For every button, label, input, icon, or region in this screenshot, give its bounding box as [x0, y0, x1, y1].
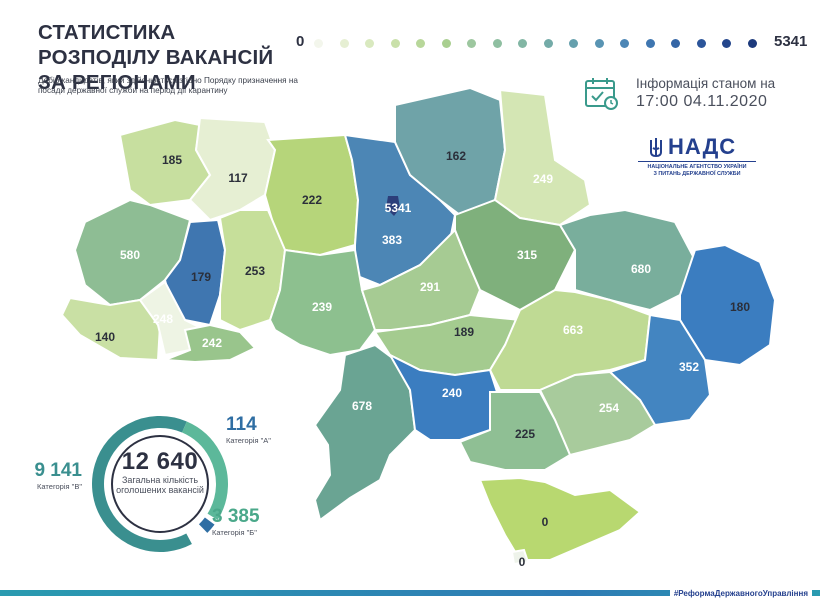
category-v-value: 9 141: [34, 460, 82, 481]
scale-dot: [339, 39, 349, 48]
scale-dot: [645, 39, 655, 48]
category-b-label: Категорія "Б": [212, 528, 257, 537]
scale-dot: [594, 39, 604, 48]
region-label-rivne: 117: [228, 171, 248, 185]
scale-dot: [671, 39, 680, 48]
region-label-mykolaiv: 240: [441, 386, 463, 400]
scale-dot: [441, 39, 451, 48]
region-zakarpattia[interactable]: [60, 296, 162, 362]
region-label-cherkasy: 291: [419, 280, 441, 294]
scale-dot: [747, 39, 757, 48]
scale-dot: [365, 39, 374, 48]
vacancy-ring-chart: [91, 416, 228, 552]
calendar-check-icon: [585, 78, 618, 110]
total-vacancies: 12 640: [121, 448, 199, 475]
category-a-label: Категорія "А": [226, 436, 271, 445]
region-label-luhansk: 180: [729, 300, 751, 314]
logo-line-2: З ПИТАНЬ ДЕРЖАВНОЇ СЛУЖБИ: [653, 171, 741, 177]
page-title: СТАТИСТИКА РОЗПОДІЛУ ВАКАНСІЙ ЗА РЕГІОНА…: [38, 21, 274, 94]
trident-icon: [650, 138, 662, 158]
region-label-ivano-frankivsk: 248: [152, 312, 174, 326]
logo-line-1: НАЦІОНАЛЬНЕ АГЕНТСТВО УКРАЇНИ: [647, 164, 747, 170]
info-date: 17:00 04.11.2020: [636, 93, 768, 110]
region-kherson[interactable]: [458, 391, 572, 471]
category-v-label: Категорія "В": [37, 482, 82, 491]
region-label-kirovohrad: 189: [453, 325, 475, 339]
color-scale-legend: 0 5341: [296, 33, 816, 55]
region-sumy[interactable]: [493, 88, 592, 227]
scale-dot: [390, 39, 400, 48]
scale-dot: [569, 39, 578, 48]
region-chernivtsi[interactable]: [164, 323, 257, 364]
scale-dot: [543, 39, 553, 48]
region-label-poltava: 315: [516, 248, 538, 262]
region-label-khmelnytskyi: 253: [244, 264, 266, 278]
region-label-sevastopol: 0: [518, 555, 526, 569]
category-b-value: 3 385: [212, 506, 260, 527]
scale-min-label: 0: [296, 33, 305, 50]
region-label-ternopil: 179: [190, 270, 212, 284]
logo-divider: [638, 161, 756, 162]
region-sevastopol[interactable]: [510, 548, 530, 566]
category-b: 3 385 Категорія "Б": [212, 506, 260, 537]
kyiv-city-marker[interactable]: [386, 196, 400, 216]
scale-dot: [518, 39, 527, 48]
region-donetsk[interactable]: [608, 313, 712, 427]
category-v: 9 141 Категорія "В": [30, 460, 82, 491]
region-label-donetsk: 352: [678, 360, 700, 374]
region-label-vinnytsia: 239: [311, 300, 333, 314]
scale-dot: [314, 39, 323, 48]
scale-dot: [722, 39, 731, 48]
category-a: 114 Категорія "А": [226, 414, 271, 445]
region-label-crimea: 0: [541, 515, 549, 529]
logo-name: НАДС: [668, 134, 737, 159]
region-label-zhytomyr: 222: [301, 193, 323, 207]
footer-hashtag[interactable]: #РеформаДержавногоУправління: [669, 588, 812, 600]
region-label-chernihiv: 162: [445, 149, 467, 163]
category-a-value: 114: [226, 414, 257, 435]
region-label-kyiv-city: 5341: [384, 201, 412, 215]
total-vacancies-caption: Загальна кількість оголошених вакансій: [116, 475, 204, 495]
scale-max-label: 5341: [774, 33, 808, 50]
scale-dot: [492, 39, 502, 48]
region-label-kharkiv: 680: [630, 262, 652, 276]
scale-dot: [467, 39, 476, 48]
region-label-odesa: 678: [351, 399, 373, 413]
region-label-kyiv: 383: [381, 233, 403, 247]
region-luhansk[interactable]: [679, 243, 777, 367]
footer-bar: [0, 590, 820, 596]
region-label-volyn: 185: [161, 153, 183, 167]
region-label-dnipro: 663: [562, 323, 584, 337]
region-label-zaporizhzhia: 254: [598, 401, 620, 415]
scale-dot: [696, 39, 706, 48]
region-label-sumy: 249: [532, 172, 554, 186]
scale-dot: [416, 39, 425, 48]
scale-dot: [620, 39, 629, 48]
region-label-chernivtsi: 242: [201, 336, 223, 350]
page-subtitle: Добір кандидатів, який здійснюється згід…: [38, 76, 298, 95]
region-label-zakarpattia: 140: [94, 330, 116, 344]
region-label-lviv: 580: [119, 248, 141, 262]
nads-logo: НАДС НАЦІОНАЛЬНЕ АГЕНТСТВО УКРАЇНИ З ПИТ…: [638, 134, 778, 186]
info-label: Інформація станом на: [636, 76, 776, 91]
region-vinnytsia[interactable]: [268, 248, 377, 357]
region-label-kherson: 225: [514, 427, 536, 441]
region-crimea[interactable]: [478, 476, 642, 561]
map-regions: [60, 86, 777, 566]
region-ternopil[interactable]: [163, 218, 227, 327]
info-block: Інформація станом на 17:00 04.11.2020: [584, 76, 814, 116]
